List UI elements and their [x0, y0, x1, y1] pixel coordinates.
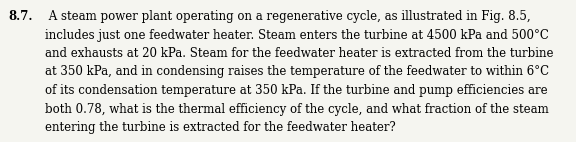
Text: A steam power plant operating on a regenerative cycle, as illustrated in Fig. 8.: A steam power plant operating on a regen… [45, 10, 530, 23]
Text: entering the turbine is extracted for the feedwater heater?: entering the turbine is extracted for th… [45, 121, 396, 134]
Text: at 350 kPa, and in condensing raises the temperature of the feedwater to within : at 350 kPa, and in condensing raises the… [45, 65, 549, 79]
Text: 8.7.: 8.7. [8, 10, 32, 23]
Text: both 0.78, what is the thermal efficiency of the cycle, and what fraction of the: both 0.78, what is the thermal efficienc… [45, 103, 549, 115]
Text: includes just one feedwater heater. Steam enters the turbine at 4500 kPa and 500: includes just one feedwater heater. Stea… [45, 29, 549, 41]
Text: of its condensation temperature at 350 kPa. If the turbine and pump efficiencies: of its condensation temperature at 350 k… [45, 84, 548, 97]
Text: and exhausts at 20 kPa. Steam for the feedwater heater is extracted from the tur: and exhausts at 20 kPa. Steam for the fe… [45, 47, 554, 60]
